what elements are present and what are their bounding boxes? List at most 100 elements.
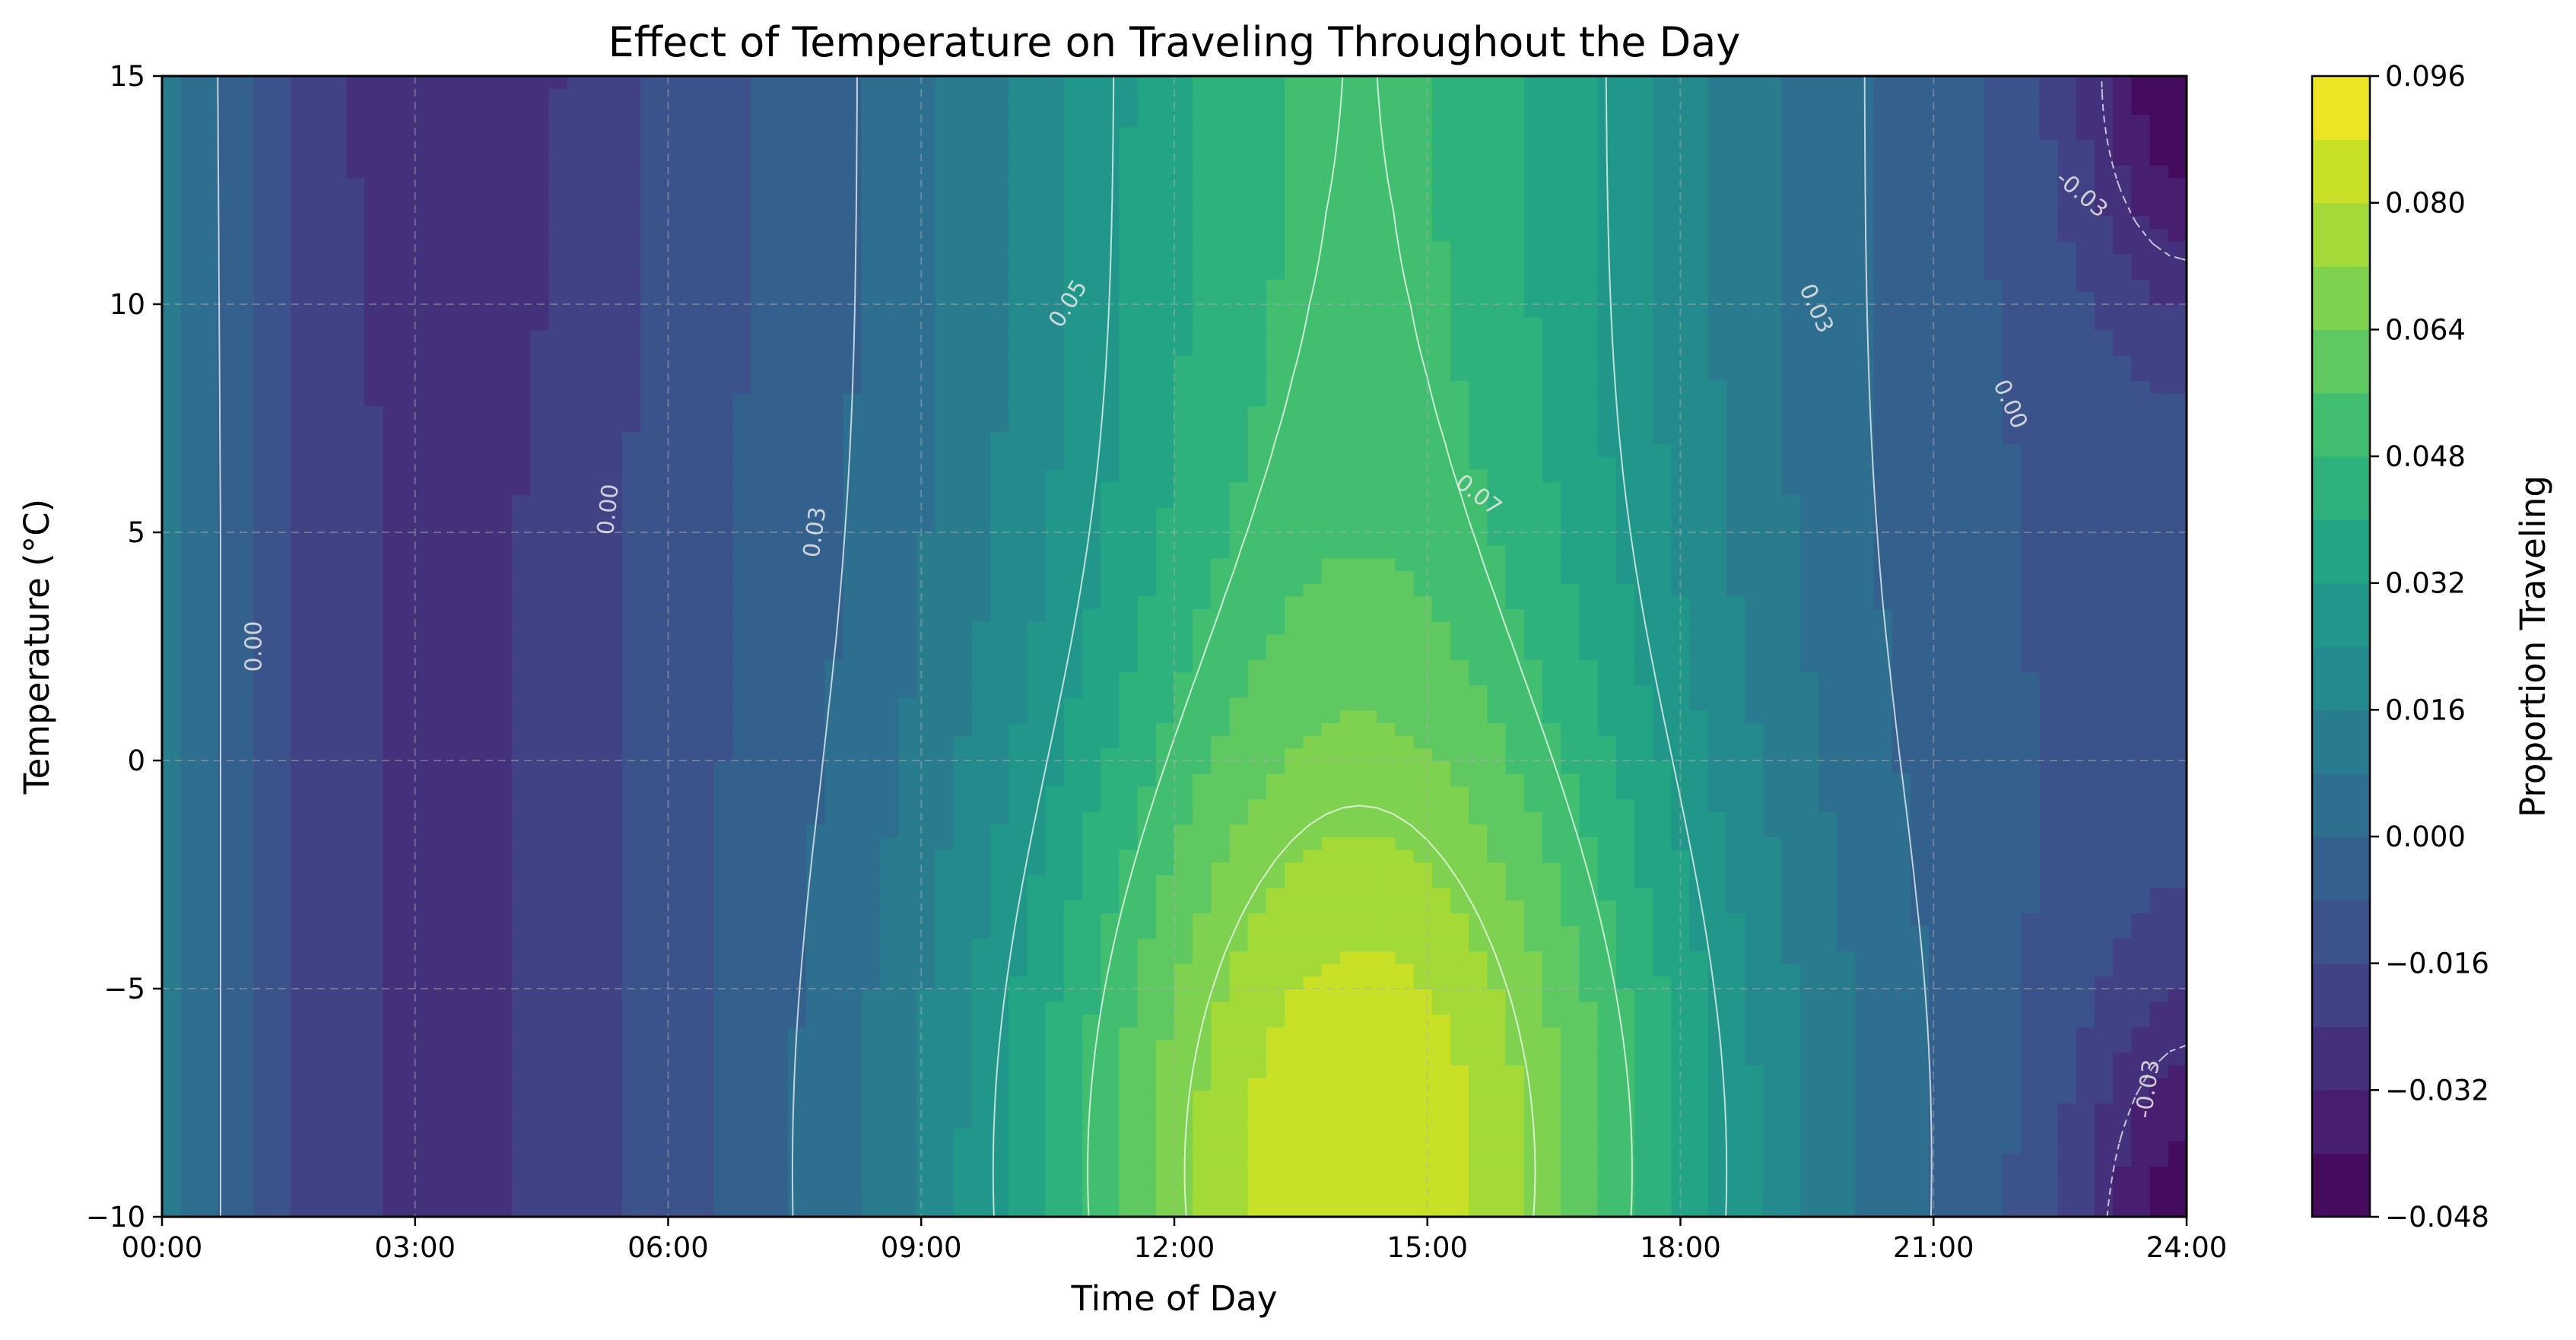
heatmap-cell — [162, 367, 182, 381]
heatmap-cell — [272, 329, 292, 343]
heatmap-cell — [254, 164, 274, 179]
heatmap-cell — [346, 1153, 366, 1167]
heatmap-cell — [475, 519, 494, 533]
heatmap-cell — [953, 799, 973, 812]
heatmap-cell — [419, 697, 439, 711]
heatmap-cell — [787, 722, 807, 736]
heatmap-cell — [824, 722, 844, 736]
heatmap-cell — [916, 88, 936, 103]
heatmap-cell — [861, 710, 881, 723]
heatmap-cell — [475, 215, 494, 229]
heatmap-cell — [806, 456, 826, 470]
heatmap-cell — [511, 164, 531, 179]
heatmap-cell — [456, 380, 476, 394]
heatmap-cell — [309, 139, 329, 153]
heatmap-cell — [861, 316, 881, 331]
heatmap-cell — [567, 1077, 586, 1091]
heatmap-cell — [677, 837, 697, 850]
heatmap-cell — [199, 1065, 218, 1078]
heatmap-cell — [622, 1179, 642, 1192]
heatmap-cell — [585, 1014, 605, 1027]
heatmap-cell — [309, 240, 329, 255]
heatmap-cell — [475, 862, 494, 875]
heatmap-cell — [640, 190, 660, 204]
heatmap-cell — [971, 976, 991, 989]
heatmap-cell — [971, 811, 991, 825]
heatmap-cell — [1063, 278, 1083, 293]
heatmap-cell — [309, 824, 329, 837]
heatmap-cell — [199, 545, 218, 559]
heatmap-cell — [199, 266, 218, 280]
heatmap-cell — [493, 811, 513, 825]
heatmap-cell — [493, 342, 513, 356]
heatmap-cell — [493, 1014, 513, 1027]
heatmap-cell — [769, 1077, 789, 1091]
heatmap-cell — [235, 621, 255, 635]
heatmap-cell — [180, 266, 200, 280]
heatmap-cell — [364, 190, 384, 204]
heatmap-cell — [640, 938, 660, 951]
heatmap-cell — [971, 1128, 991, 1142]
heatmap-cell — [695, 1191, 715, 1205]
heatmap-cell — [806, 710, 826, 723]
heatmap-cell — [622, 963, 642, 977]
heatmap-cell — [291, 468, 310, 483]
heatmap-cell — [622, 748, 642, 761]
heatmap-cell — [622, 481, 642, 495]
heatmap-cell — [1027, 456, 1047, 470]
heatmap-cell — [1027, 418, 1047, 432]
heatmap-cell — [383, 837, 402, 850]
heatmap-cell — [235, 722, 255, 736]
heatmap-cell — [530, 1191, 550, 1205]
heatmap-cell — [1101, 811, 1120, 825]
heatmap-cell — [695, 468, 715, 483]
heatmap-cell — [1045, 773, 1065, 787]
heatmap-cell — [1101, 354, 1120, 369]
heatmap-cell — [1101, 659, 1120, 673]
heatmap-cell — [199, 837, 218, 850]
heatmap-cell — [162, 304, 182, 318]
heatmap-cell — [456, 190, 476, 204]
heatmap-cell — [1008, 1052, 1028, 1065]
heatmap-cell — [291, 608, 310, 622]
heatmap-cell — [843, 862, 862, 875]
heatmap-cell — [622, 1039, 642, 1053]
heatmap-cell — [769, 837, 789, 850]
heatmap-cell — [677, 963, 697, 977]
heatmap-cell — [861, 342, 881, 356]
heatmap-cell — [843, 1166, 862, 1180]
heatmap-cell — [511, 506, 531, 521]
heatmap-cell — [180, 215, 200, 229]
heatmap-cell — [953, 1001, 973, 1015]
heatmap-cell — [1174, 963, 1194, 977]
heatmap-cell — [217, 659, 237, 673]
heatmap-cell — [309, 557, 329, 571]
heatmap-cell — [1027, 786, 1047, 799]
heatmap-cell — [898, 710, 918, 723]
heatmap-cell — [990, 430, 1010, 445]
heatmap-cell — [935, 748, 954, 761]
heatmap-cell — [419, 519, 439, 533]
heatmap-cell — [383, 951, 402, 964]
heatmap-cell — [843, 506, 862, 521]
heatmap-cell — [217, 456, 237, 470]
heatmap-cell — [585, 443, 605, 457]
heatmap-cell — [1027, 329, 1047, 343]
heatmap-cell — [1101, 748, 1120, 761]
heatmap-cell — [180, 392, 200, 407]
heatmap-cell — [843, 481, 862, 495]
heatmap-cell — [751, 900, 770, 913]
heatmap-cell — [585, 228, 605, 242]
heatmap-cell — [1119, 392, 1139, 407]
heatmap-cell — [622, 659, 642, 673]
heatmap-cell — [898, 316, 918, 331]
heatmap-cell — [714, 900, 734, 913]
heatmap-cell — [603, 849, 623, 863]
heatmap-cell — [953, 583, 973, 597]
heatmap-cell — [401, 583, 421, 597]
heatmap-cell — [162, 481, 182, 495]
heatmap-cell — [1082, 811, 1102, 825]
heatmap-cell — [622, 177, 642, 191]
heatmap-cell — [879, 1153, 899, 1167]
heatmap-cell — [824, 177, 844, 191]
